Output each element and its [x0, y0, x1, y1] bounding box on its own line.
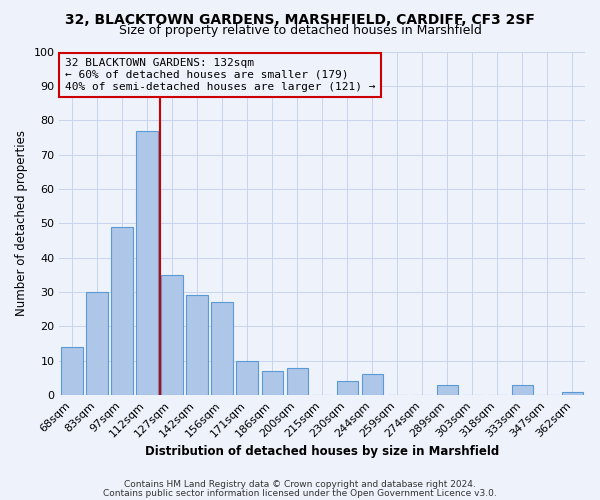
Bar	[262, 371, 283, 395]
Bar	[437, 385, 458, 395]
Bar	[337, 382, 358, 395]
Text: Size of property relative to detached houses in Marshfield: Size of property relative to detached ho…	[119, 24, 481, 37]
X-axis label: Distribution of detached houses by size in Marshfield: Distribution of detached houses by size …	[145, 444, 499, 458]
Bar	[86, 292, 107, 395]
Text: Contains public sector information licensed under the Open Government Licence v3: Contains public sector information licen…	[103, 490, 497, 498]
Bar	[136, 130, 158, 395]
Bar	[187, 296, 208, 395]
Bar	[61, 347, 83, 395]
Bar	[236, 360, 258, 395]
Text: Contains HM Land Registry data © Crown copyright and database right 2024.: Contains HM Land Registry data © Crown c…	[124, 480, 476, 489]
Bar	[112, 226, 133, 395]
Y-axis label: Number of detached properties: Number of detached properties	[15, 130, 28, 316]
Bar	[161, 275, 182, 395]
Text: 32 BLACKTOWN GARDENS: 132sqm
← 60% of detached houses are smaller (179)
40% of s: 32 BLACKTOWN GARDENS: 132sqm ← 60% of de…	[65, 58, 375, 92]
Bar	[512, 385, 533, 395]
Bar	[562, 392, 583, 395]
Text: 32, BLACKTOWN GARDENS, MARSHFIELD, CARDIFF, CF3 2SF: 32, BLACKTOWN GARDENS, MARSHFIELD, CARDI…	[65, 12, 535, 26]
Bar	[287, 368, 308, 395]
Bar	[362, 374, 383, 395]
Bar	[211, 302, 233, 395]
